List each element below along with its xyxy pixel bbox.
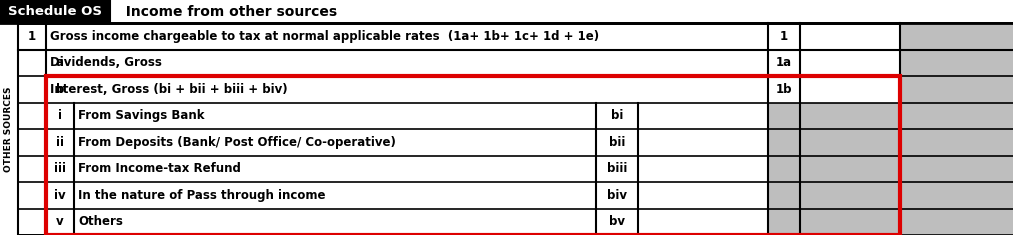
Text: In the nature of Pass through income: In the nature of Pass through income (78, 189, 325, 202)
Text: From Deposits (Bank/ Post Office/ Co-operative): From Deposits (Bank/ Post Office/ Co-ope… (78, 136, 396, 149)
Text: Interest, Gross (bi + bii + biii + biv): Interest, Gross (bi + bii + biii + biv) (50, 83, 288, 96)
Text: From Savings Bank: From Savings Bank (78, 109, 205, 122)
Text: OTHER SOURCES: OTHER SOURCES (4, 86, 13, 172)
Bar (900, 23, 1013, 235)
Bar (0, 23, 18, 235)
Text: iv: iv (54, 189, 66, 202)
Text: 1b: 1b (776, 83, 792, 96)
Text: 1: 1 (780, 30, 788, 43)
Text: biii: biii (607, 162, 627, 175)
Text: 1a: 1a (776, 56, 792, 69)
Text: Dividends, Gross: Dividends, Gross (50, 56, 162, 69)
Text: b: b (56, 83, 64, 96)
Bar (0, 0, 110, 23)
Text: From Income-tax Refund: From Income-tax Refund (78, 162, 241, 175)
Text: bi: bi (611, 109, 623, 122)
Bar (768, 102, 1013, 235)
Text: iii: iii (54, 162, 66, 175)
Text: a: a (56, 56, 64, 69)
Text: biv: biv (607, 189, 627, 202)
Text: v: v (56, 215, 64, 228)
Text: i: i (58, 109, 62, 122)
Text: ii: ii (56, 136, 64, 149)
Text: 1: 1 (28, 30, 36, 43)
Text: Income from other sources: Income from other sources (116, 4, 337, 19)
Bar (46, 76, 900, 235)
Text: Others: Others (78, 215, 123, 228)
Text: bv: bv (609, 215, 625, 228)
Text: Schedule OS: Schedule OS (8, 5, 102, 18)
Text: bii: bii (609, 136, 625, 149)
Text: Gross income chargeable to tax at normal applicable rates  (1a+ 1b+ 1c+ 1d + 1e): Gross income chargeable to tax at normal… (50, 30, 599, 43)
